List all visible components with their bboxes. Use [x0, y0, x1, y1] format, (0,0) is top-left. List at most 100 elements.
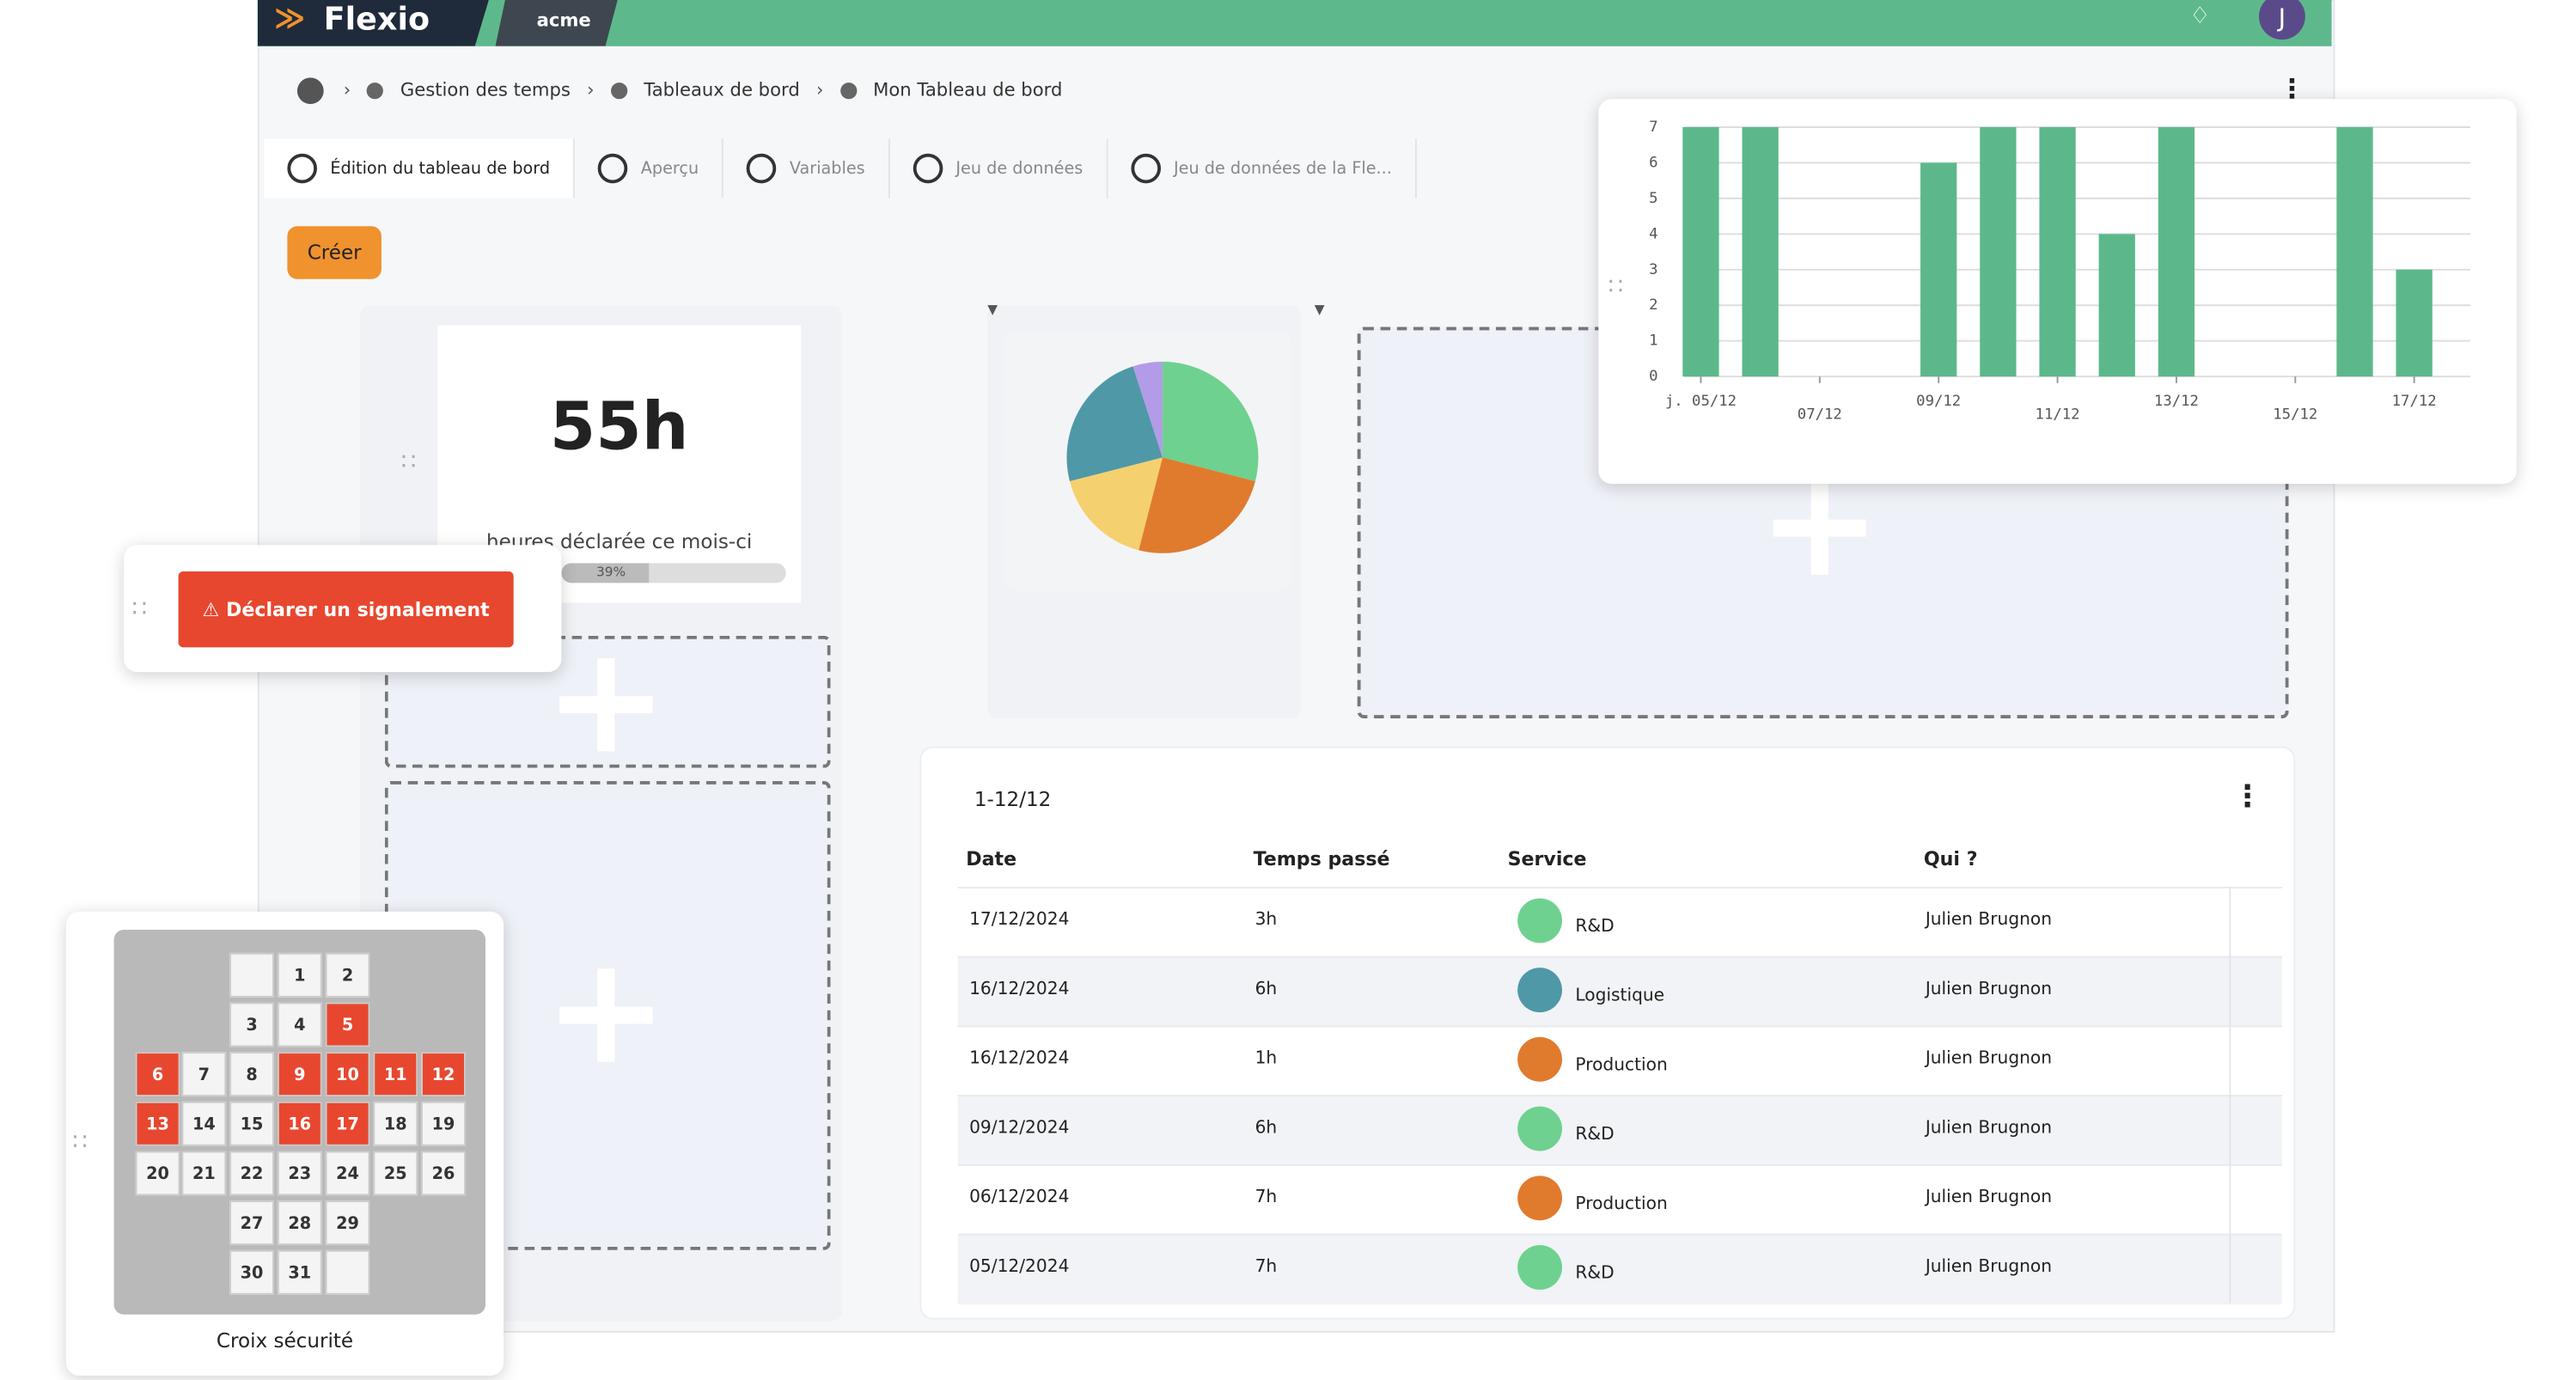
calendar-day: 26	[421, 1151, 466, 1196]
tab-label[interactable]: Édition du tableau de bord	[330, 159, 551, 178]
calendar-day: 6	[135, 1052, 180, 1097]
tab[interactable]: Aperçu	[575, 138, 723, 198]
avatar[interactable]: J	[2259, 0, 2305, 40]
calendar-day: 30	[229, 1249, 275, 1295]
tab[interactable]: Jeu de données	[890, 138, 1108, 198]
breadcrumb-item[interactable]: Mon Tableau de bord	[873, 79, 1063, 101]
tenant[interactable]: acme	[536, 9, 591, 32]
breadcrumb-item[interactable]: Tableaux de bord	[644, 79, 800, 101]
x-tick-label: 15/12	[2273, 406, 2317, 423]
calendar-day: 24	[325, 1151, 370, 1196]
kpi-value: 55h	[549, 389, 689, 466]
service-dot	[1517, 1106, 1563, 1151]
cell-who: Julien Brugnon	[1925, 1118, 2053, 1139]
calendar-day: 15	[229, 1101, 275, 1146]
table-row	[957, 887, 2282, 958]
pie-chart	[1066, 361, 1259, 553]
tab-label[interactable]: Jeu de données de la Fle...	[1173, 159, 1392, 178]
calendar-empty	[325, 1249, 370, 1295]
cell-date: 17/12/2024	[969, 909, 1070, 930]
tab[interactable]: Variables	[723, 138, 890, 198]
cell-date: 06/12/2024	[969, 1187, 1070, 1207]
breadcrumb-separator: ›	[815, 79, 824, 101]
bar	[1980, 126, 2017, 377]
calendar-empty	[229, 952, 275, 998]
cell-date: 16/12/2024	[969, 979, 1070, 999]
y-tick-label: 4	[1649, 225, 1657, 242]
column-divider	[2229, 887, 2231, 1304]
drag-handle[interactable]: ∷	[131, 595, 147, 623]
table-range: 1-12/12	[974, 787, 1052, 811]
tab-icon	[746, 153, 777, 184]
calendar-day: 19	[421, 1101, 466, 1146]
breadcrumb-icon	[367, 82, 384, 99]
calendar-title: Croix sécurité	[216, 1329, 354, 1353]
plus-icon[interactable]: +	[543, 925, 668, 1098]
table-row	[957, 956, 2282, 1028]
home-icon[interactable]	[296, 77, 324, 105]
cell-date: 05/12/2024	[969, 1256, 1070, 1277]
bar-chart-card: 0 1 2 3 4 5 6 7 j. 05/12 07/12 09/12 11/12 13/12 15/1…	[1598, 99, 2517, 485]
tab[interactable]: Jeu de données de la Fle...	[1108, 138, 1417, 198]
bar	[2396, 269, 2433, 377]
cell-service: Logistique	[1575, 986, 1665, 1006]
column-header: Service	[1507, 846, 1587, 870]
logo-bg	[257, 0, 489, 46]
progress-fill	[561, 563, 650, 583]
bell-icon[interactable]: ♢	[2189, 3, 2211, 30]
alert-button-label[interactable]: Déclarer un signalement	[226, 597, 490, 621]
pie-slice	[1066, 366, 1163, 482]
x-tick-label: 11/12	[2036, 406, 2080, 423]
tab-label[interactable]: Aperçu	[640, 159, 699, 178]
calendar-day: 31	[277, 1249, 322, 1295]
bar	[1682, 126, 1719, 377]
drag-handle[interactable]: ∷	[72, 1129, 88, 1157]
calendar-day: 12	[421, 1052, 466, 1097]
breadcrumb-separator: ›	[587, 79, 595, 101]
cell-service: R&D	[1575, 916, 1615, 937]
collapse-icon[interactable]: ▼	[987, 302, 998, 317]
service-dot	[1517, 898, 1563, 943]
tab-label[interactable]: Jeu de données	[955, 159, 1084, 178]
cell-service: Production	[1575, 1055, 1668, 1076]
bar	[2158, 126, 2195, 377]
calendar-day: 2	[325, 952, 370, 998]
tab-label[interactable]: Variables	[789, 159, 865, 178]
bar	[1920, 162, 1957, 377]
menu-icon[interactable]: ⋮	[2279, 72, 2305, 105]
table-menu[interactable]: ⋮	[2232, 779, 2262, 815]
logo: Flexio	[323, 1, 430, 39]
progress-label: 39%	[595, 565, 626, 580]
alert-button[interactable]: ⚠ Déclarer un signalement	[178, 571, 514, 648]
y-tick-label: 0	[1649, 368, 1657, 385]
calendar-day: 11	[373, 1052, 418, 1097]
breadcrumb-item[interactable]: Gestion des temps	[400, 79, 571, 101]
calendar-day: 27	[229, 1200, 275, 1246]
drag-handle[interactable]: ∷	[400, 449, 417, 476]
service-dot	[1517, 968, 1563, 1013]
plus-icon[interactable]: +	[543, 614, 668, 788]
cell-time: 6h	[1254, 979, 1278, 999]
bar	[2098, 234, 2135, 377]
drag-handle[interactable]: ∷	[1608, 274, 1623, 301]
calendar-day: 1	[277, 952, 322, 998]
calendar-day: 25	[373, 1151, 418, 1196]
cell-time: 6h	[1254, 1118, 1278, 1139]
x-tick-label: j. 05/12	[1665, 393, 1737, 410]
table-row	[957, 1025, 2282, 1097]
create-button[interactable]: Créer	[287, 226, 382, 279]
pie-card	[1004, 330, 1291, 592]
collapse-icon[interactable]: ▼	[1314, 302, 1325, 317]
bar-chart: 0 1 2 3 4 5 6 7 j. 05/12 07/12 09/12 11/12 13/12 15/1…	[1649, 119, 2471, 423]
calendar-day: 8	[229, 1052, 275, 1097]
cell-date: 09/12/2024	[969, 1118, 1070, 1139]
y-tick-label: 7	[1649, 119, 1657, 136]
pie-slice	[1132, 361, 1163, 458]
cell-time: 3h	[1254, 909, 1278, 930]
calendar-day: 21	[181, 1151, 227, 1196]
calendar-day: 5	[325, 1002, 370, 1047]
tenant-bg[interactable]	[495, 0, 618, 46]
tab[interactable]: Édition du tableau de bord	[264, 138, 575, 198]
cell-who: Julien Brugnon	[1925, 1256, 2053, 1277]
